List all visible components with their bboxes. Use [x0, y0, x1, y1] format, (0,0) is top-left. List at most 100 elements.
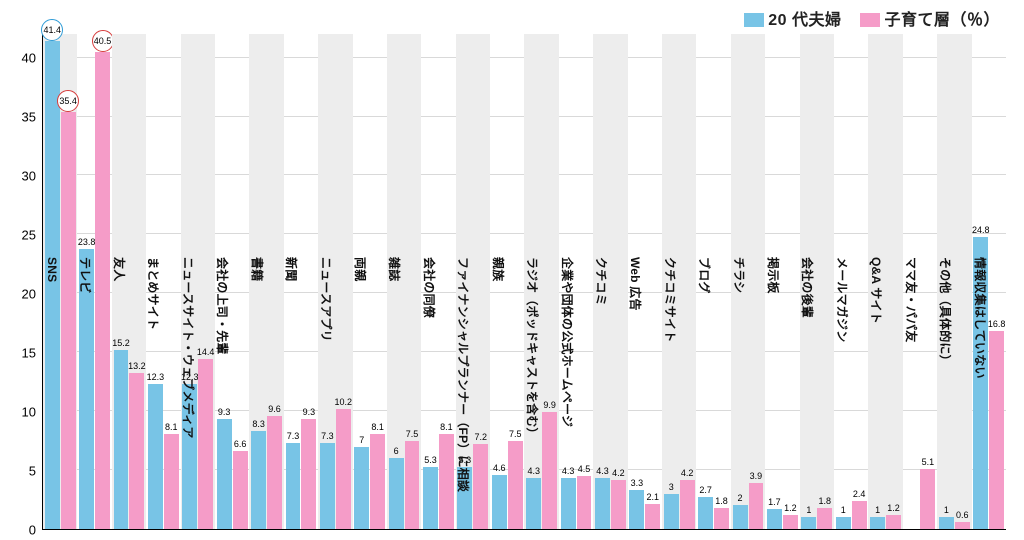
category-group: 4.34.2 — [593, 34, 627, 529]
legend-label-b: 子育て層（％） — [884, 12, 1000, 29]
bar-b: 1.2 — [783, 515, 798, 529]
bar-a: 41.4 — [45, 41, 60, 529]
value-label: 4.2 — [612, 469, 625, 480]
value-label: 1.7 — [768, 498, 781, 509]
value-label: 16.8 — [988, 320, 1006, 331]
value-label: 1.2 — [784, 504, 797, 515]
y-tick-label: 25 — [22, 227, 36, 242]
bar-b: 2.4 — [852, 501, 867, 529]
value-label: 8.1 — [165, 423, 178, 434]
bar-b: 13.2 — [129, 373, 144, 529]
value-label: 7.5 — [509, 430, 522, 441]
bar-a: 4.3 — [561, 478, 576, 529]
value-label: 7 — [359, 436, 364, 447]
bar-b: 1.2 — [886, 515, 901, 529]
value-label: 1 — [806, 506, 811, 517]
value-label: 9.3 — [303, 408, 316, 419]
bar-a: 1 — [801, 517, 816, 529]
value-label: 15.2 — [112, 339, 130, 350]
value-label: 8.1 — [371, 423, 384, 434]
bar-a: 24.8 — [973, 237, 988, 529]
value-label: 1.2 — [887, 504, 900, 515]
category-group: 78.1 — [353, 34, 387, 529]
bar-a: 4.6 — [492, 475, 507, 529]
bar-a: 1 — [939, 517, 954, 529]
value-label: 3.9 — [750, 472, 763, 483]
highlight-ring: 41.4 — [41, 19, 63, 41]
y-tick-label: 5 — [29, 463, 36, 478]
bar-b: 1.8 — [714, 508, 729, 529]
bar-a: 2.7 — [698, 497, 713, 529]
y-tick-label: 35 — [22, 109, 36, 124]
bar-b: 7.5 — [405, 441, 420, 529]
category-group: 1.71.2 — [765, 34, 799, 529]
category-group: 41.435.4 — [43, 34, 77, 529]
y-tick-label: 20 — [22, 286, 36, 301]
bar-a: 9.3 — [217, 419, 232, 529]
value-label: 23.8 — [78, 238, 96, 249]
category-group: 7.310.2 — [318, 34, 352, 529]
bar-b: 4.2 — [611, 480, 626, 530]
bar-a: 8.3 — [251, 431, 266, 529]
highlight-ring: 35.4 — [57, 90, 79, 112]
grouped-bar-chart: 20 代夫婦 子育て層（％） 0510152025303540 41.435.4… — [0, 0, 1024, 540]
bar-b: 8.1 — [164, 434, 179, 529]
y-tick-label: 30 — [22, 168, 36, 183]
bar-b: 10.2 — [336, 409, 351, 529]
category-group: 3.32.1 — [628, 34, 662, 529]
category-group: 11.2 — [868, 34, 902, 529]
bar-a: 7 — [354, 447, 369, 530]
category-group: 12.38.1 — [146, 34, 180, 529]
bar-b: 35.4 — [61, 112, 76, 529]
value-label: 4.3 — [562, 467, 575, 478]
bar-b: 7.5 — [508, 441, 523, 529]
category-group: 4.34.5 — [559, 34, 593, 529]
bar-a: 12.3 — [182, 384, 197, 529]
y-tick-label: 15 — [22, 345, 36, 360]
y-axis: 0510152025303540 — [0, 34, 42, 530]
value-label: 24.8 — [972, 226, 990, 237]
value-label: 10.2 — [334, 398, 352, 409]
bar-a: 4.3 — [526, 478, 541, 529]
bar-b: 7.2 — [473, 444, 488, 529]
value-label: 9.6 — [268, 405, 281, 416]
value-label: 4.6 — [493, 464, 506, 475]
bar-a: 6 — [389, 458, 404, 529]
legend: 20 代夫婦 子育て層（％） — [730, 6, 1000, 30]
category-group: 34.2 — [662, 34, 696, 529]
bar-a: 5.3 — [423, 467, 438, 529]
value-label: 13.2 — [128, 362, 146, 373]
value-label: 8.3 — [252, 420, 265, 431]
category-group: 5.37.2 — [456, 34, 490, 529]
bar-b: 16.8 — [989, 331, 1004, 529]
bar-a: 1 — [870, 517, 885, 529]
value-label: 1.8 — [818, 497, 831, 508]
category-group: 8.39.6 — [249, 34, 283, 529]
value-label: 7.3 — [287, 432, 300, 443]
category-group: 23.9 — [731, 34, 765, 529]
category-group: 4.39.9 — [524, 34, 558, 529]
plot-area: 41.435.423.840.515.213.212.38.112.314.49… — [42, 34, 1006, 530]
bar-a: 1.7 — [767, 509, 782, 529]
category-group: 2.71.8 — [696, 34, 730, 529]
value-label: 8.1 — [440, 423, 453, 434]
category-group: 23.840.5 — [77, 34, 111, 529]
value-label: 4.2 — [681, 469, 694, 480]
value-label: 4.5 — [578, 465, 591, 476]
value-label: 1 — [944, 506, 949, 517]
value-label: 5.1 — [922, 458, 935, 469]
y-tick-label: 0 — [29, 523, 36, 538]
y-tick-label: 10 — [22, 404, 36, 419]
bar-a: 4.3 — [595, 478, 610, 529]
category-group: 5.3 8.1 — [421, 34, 455, 529]
category-group: 15.2 13.2 — [112, 34, 146, 529]
category-group: 10.6 — [937, 34, 971, 529]
value-label: 5.3 — [424, 456, 437, 467]
value-label: 5.3 — [459, 456, 472, 467]
category-group: 5.1 — [903, 34, 937, 529]
value-label: 3 — [669, 483, 674, 494]
bar-b: 3.9 — [749, 483, 764, 529]
value-label: 2.1 — [647, 493, 660, 504]
value-label: 6.6 — [234, 440, 247, 451]
category-group: 9.36.6 — [215, 34, 249, 529]
